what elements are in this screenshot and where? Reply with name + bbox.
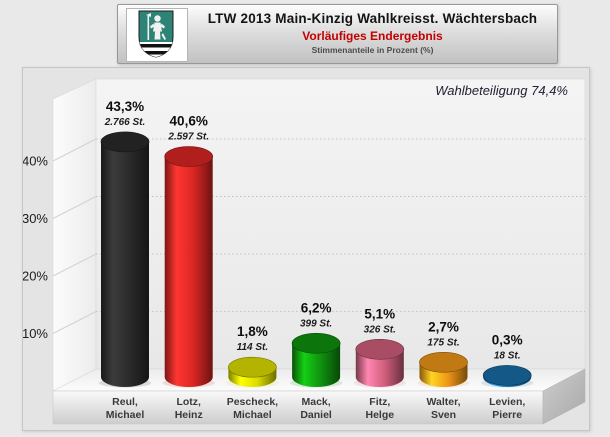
- bar-votes-label-pescheck: 114 St.: [237, 342, 269, 353]
- bar-value-label-lotz: 40,6%: [170, 114, 208, 129]
- bar-top-pescheck: [228, 356, 277, 378]
- chart-panel: 10% 20% 30% 40% 43,3% 2.766 St. Reul, Michael 4…: [22, 67, 590, 431]
- bar-value-label-fitz: 5,1%: [364, 306, 395, 321]
- bar-votes-label-levien: 18 St.: [494, 350, 521, 361]
- shield-base-stripes: [139, 42, 173, 57]
- bar-cylinder-lotz: [164, 156, 213, 387]
- axis-tick-line-10: [52, 311, 97, 334]
- axis-tick-line-40: [52, 138, 97, 162]
- bar-top-fitz: [355, 339, 405, 360]
- bar-category-label-mack: Daniel: [300, 409, 332, 421]
- bar-cylinder-mack: [292, 343, 341, 387]
- bar-category-label-reul: Michael: [106, 409, 145, 421]
- bar-value-label-pescheck: 1,8%: [237, 324, 268, 339]
- bar-cylinder-fitz: [355, 349, 404, 387]
- bar-top-walter: [419, 352, 468, 373]
- header-titles: LTW 2013 Main-Kinzig Wahlkreisst. Wächte…: [188, 5, 557, 63]
- left-wall: [52, 78, 97, 392]
- results-bar-chart: 10%20%30%40% 43,3%2.766 St.Reul,Michael4…: [22, 78, 586, 425]
- bar-votes-label-mack: 399 St.: [300, 318, 332, 329]
- bar-category-label-pescheck: Michael: [233, 409, 272, 421]
- bar-category-label-walter: Walter,: [426, 396, 460, 408]
- y-axis-label-20: 20%: [23, 269, 48, 284]
- y-axis-label-30: 30%: [23, 211, 48, 226]
- turnout-label: Wahlbeteiligung 74,4%: [435, 83, 568, 98]
- bar-category-label-walter: Sven: [431, 409, 456, 421]
- bar-value-label-reul: 43,3%: [106, 99, 144, 114]
- bar-category-label-lotz: Lotz,: [176, 396, 201, 408]
- bar-votes-label-fitz: 326 St.: [364, 324, 396, 335]
- bar-category-label-fitz: Fitz,: [369, 396, 390, 408]
- bar-votes-label-walter: 175 St.: [427, 337, 459, 348]
- axis-tick-line-20: [52, 253, 97, 277]
- bar-category-label-lotz: Heinz: [175, 409, 203, 421]
- bar-top-mack: [291, 333, 341, 354]
- floor-side-face: [542, 368, 586, 425]
- bar-category-label-levien: Levien,: [489, 396, 525, 408]
- page-subtitle: Vorläufiges Endergebnis: [302, 29, 443, 43]
- bar-value-label-mack: 6,2%: [301, 300, 332, 315]
- y-axis-label-40: 40%: [23, 154, 48, 169]
- bar-value-label-levien: 0,3%: [492, 332, 523, 347]
- page-title: LTW 2013 Main-Kinzig Wahlkreisst. Wächte…: [207, 11, 538, 26]
- bar-category-label-mack: Mack,: [302, 396, 331, 408]
- axis-tick-line-30: [52, 196, 97, 219]
- bar-top-lotz: [164, 146, 213, 167]
- bar-votes-label-reul: 2.766 St.: [104, 117, 146, 128]
- bar-cylinder-reul: [101, 141, 149, 387]
- header-panel: LTW 2013 Main-Kinzig Wahlkreisst. Wächte…: [117, 4, 558, 64]
- shield-figure: [146, 13, 166, 40]
- bar-category-label-fitz: Helge: [366, 409, 395, 421]
- bar-top-reul: [100, 131, 150, 153]
- bar-top-levien: [482, 365, 532, 386]
- bar-votes-label-lotz: 2.597 St.: [167, 132, 209, 143]
- coat-of-arms: [126, 8, 188, 62]
- floor-front-face: [52, 390, 544, 425]
- coat-of-arms-shield: [138, 10, 174, 58]
- page-caption: Stimmenanteile in Prozent (%): [311, 45, 434, 55]
- y-axis-label-10: 10%: [23, 326, 48, 341]
- bar-value-label-walter: 2,7%: [428, 319, 459, 334]
- bar-category-label-pescheck: Pescheck,: [227, 396, 278, 408]
- bar-category-label-reul: Reul,: [112, 396, 138, 408]
- bar-category-label-levien: Pierre: [492, 409, 522, 421]
- bars-layer: [99, 131, 534, 388]
